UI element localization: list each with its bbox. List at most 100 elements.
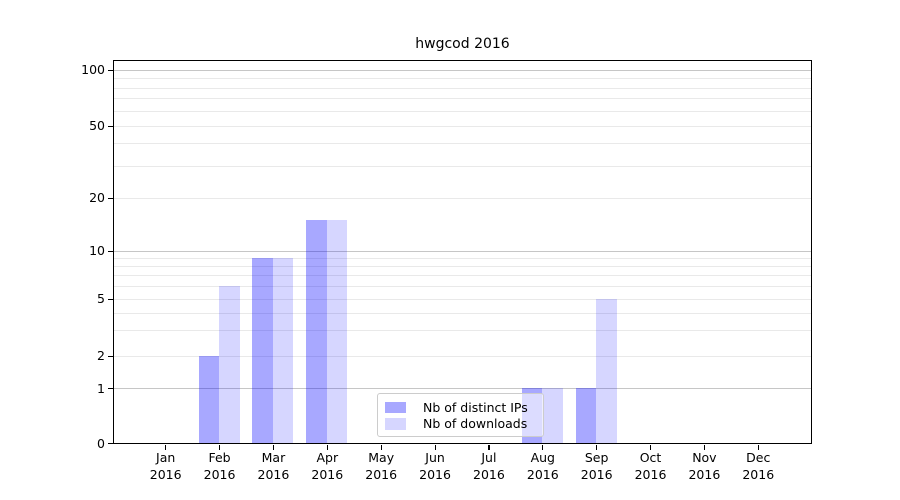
x-tick-year: 2016 (742, 466, 775, 482)
legend-swatch (385, 418, 406, 430)
x-tick-mark (488, 445, 490, 450)
minor-gridline (113, 275, 811, 277)
x-tick-year: 2016 (526, 466, 559, 482)
y-tick-label: 1 (97, 380, 105, 396)
y-tick-mark (108, 388, 113, 390)
x-tick-mark (542, 445, 544, 450)
x-tick-label-oct: Oct 2016 (621, 450, 681, 483)
minor-gridline (113, 298, 811, 300)
major-gridline (113, 250, 811, 252)
minor-gridline (113, 125, 811, 127)
x-tick-year: 2016 (419, 466, 451, 482)
y-tick-mark (108, 69, 113, 71)
bar-mar-distinct-ips (252, 257, 273, 443)
x-tick-year: 2016 (365, 466, 398, 482)
plot-area (112, 59, 812, 444)
x-tick-label-apr: Apr 2016 (297, 450, 357, 483)
minor-gridline (113, 286, 811, 288)
x-tick-year: 2016 (311, 466, 344, 482)
x-tick-mark (434, 445, 436, 450)
bar-mar-downloads (272, 257, 294, 443)
y-tick-label: 2 (97, 348, 105, 363)
y-tick-mark (108, 197, 113, 199)
minor-gridline (113, 143, 811, 145)
major-gridline (113, 69, 811, 71)
x-tick-mark (703, 445, 706, 450)
y-tick-label: 50 (89, 118, 105, 133)
y-tick-mark (108, 298, 113, 300)
minor-gridline (113, 78, 811, 79)
x-tick-year: 2016 (149, 466, 182, 482)
minor-gridline (113, 355, 811, 357)
x-tick-label-may: May 2016 (351, 450, 411, 483)
x-tick-label-sep: Sep 2016 (567, 450, 627, 483)
minor-gridline (113, 110, 811, 112)
legend-label: Nb of downloads (423, 416, 528, 432)
x-tick-month: Jan (156, 450, 176, 465)
x-tick-label-dec: Dec 2016 (728, 450, 788, 483)
bar-feb-distinct-ips (198, 355, 220, 443)
minor-gridline (113, 197, 811, 199)
legend-label: Nb of distinct IPs (423, 399, 528, 415)
bar-sep-distinct-ips (575, 388, 597, 443)
x-tick-mark (757, 445, 759, 450)
x-tick-label-jan: Jan 2016 (136, 450, 196, 483)
x-tick-label-nov: Nov 2016 (674, 450, 734, 483)
y-tick-label: 0 (97, 435, 105, 451)
x-tick-label-aug: Aug 2016 (513, 450, 573, 483)
y-tick-label: 5 (97, 291, 105, 307)
x-tick-month: Feb (208, 450, 231, 465)
x-tick-year: 2016 (580, 466, 613, 482)
minor-gridline (113, 98, 811, 100)
x-tick-label-jul: Jul 2016 (459, 450, 519, 483)
x-tick-mark (326, 445, 328, 450)
x-tick-month: Mar (261, 450, 286, 465)
y-tick-label: 100 (81, 62, 105, 77)
x-tick-month: Aug (530, 450, 555, 465)
x-tick-mark (272, 445, 275, 450)
x-tick-month: Oct (639, 450, 662, 465)
minor-gridline (113, 312, 811, 314)
legend-item: Nb of downloads (385, 416, 536, 433)
x-tick-month: Sep (584, 450, 609, 465)
x-tick-year: 2016 (688, 466, 721, 482)
x-tick-year: 2016 (634, 466, 667, 482)
x-tick-mark (650, 445, 652, 450)
bar-apr-distinct-ips (306, 219, 327, 443)
x-tick-label-mar: Mar 2016 (243, 450, 303, 483)
chart-title: hwgcod 2016 (415, 36, 510, 52)
x-tick-month: Jun (425, 450, 445, 465)
y-tick-mark (108, 355, 113, 357)
x-tick-month: Apr (316, 450, 339, 465)
x-tick-month: Dec (746, 450, 771, 465)
minor-gridline (113, 330, 811, 332)
legend-item: Nb of distinct IPs (385, 399, 536, 416)
y-tick-label: 20 (89, 190, 105, 206)
legend-swatch (385, 401, 406, 413)
x-tick-label-feb: Feb 2016 (190, 450, 250, 483)
x-tick-month: Nov (692, 450, 717, 465)
x-tick-year: 2016 (473, 466, 505, 482)
minor-gridline (113, 266, 811, 268)
minor-gridline (113, 87, 811, 89)
x-tick-year: 2016 (203, 466, 236, 482)
bar-feb-downloads (219, 286, 240, 443)
y-tick-mark (108, 443, 113, 445)
x-tick-mark (380, 445, 382, 450)
major-gridline (113, 388, 811, 389)
y-tick-mark (108, 250, 113, 252)
bar-apr-downloads (326, 219, 348, 443)
x-tick-label-jun: Jun 2016 (405, 450, 465, 483)
x-tick-month: Jul (481, 450, 497, 465)
x-tick-mark (165, 445, 167, 450)
legend: Nb of distinct IPs Nb of downloads (377, 393, 544, 437)
x-tick-month: May (368, 450, 395, 465)
minor-gridline (113, 257, 811, 259)
x-tick-mark (596, 445, 598, 450)
y-tick-label: 10 (89, 243, 105, 258)
x-tick-year: 2016 (257, 466, 290, 482)
y-tick-mark (108, 125, 113, 127)
x-tick-mark (219, 445, 221, 450)
bar-aug-downloads (542, 388, 563, 443)
